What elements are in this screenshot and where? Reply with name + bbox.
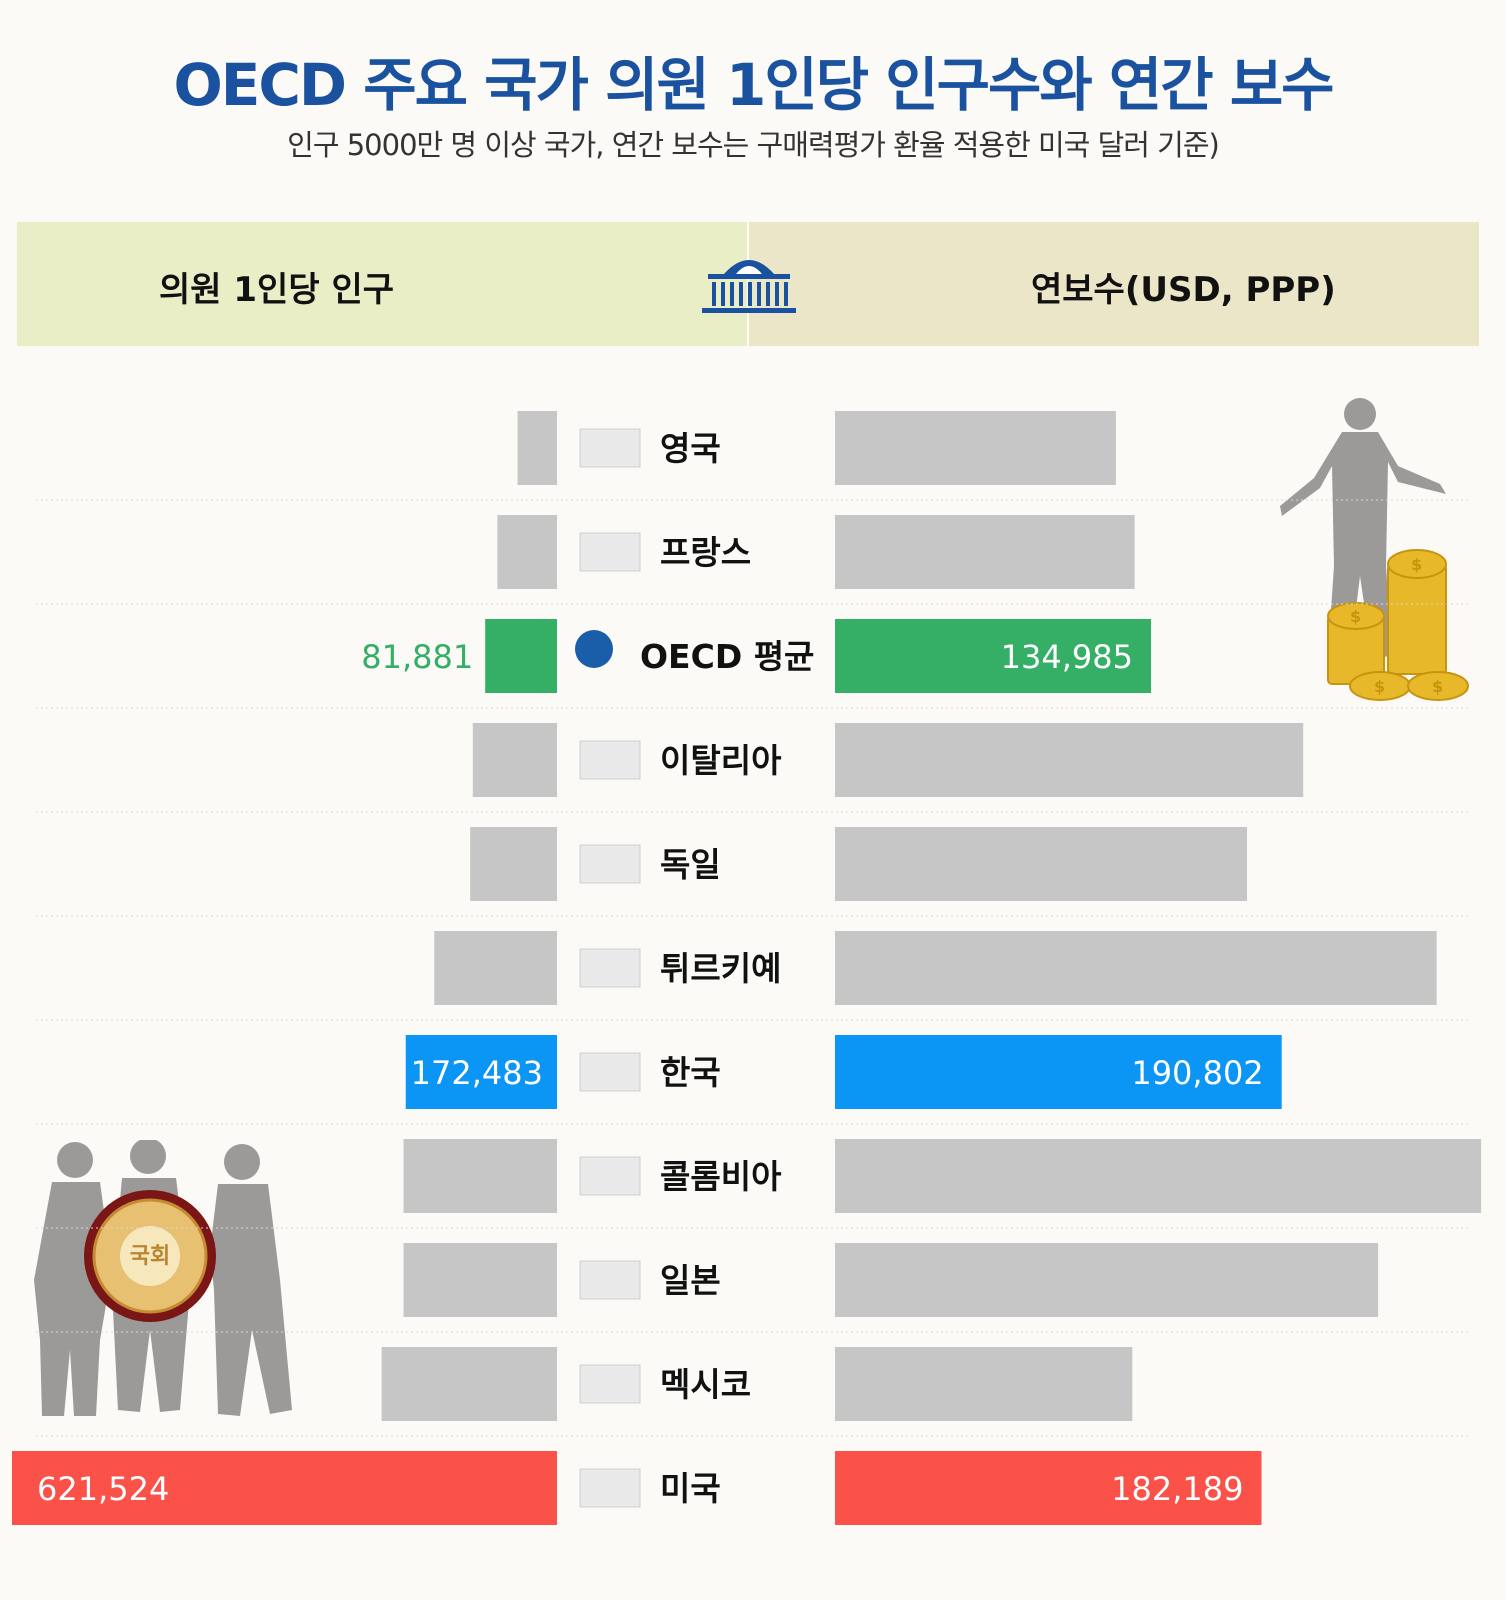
left-bar <box>403 1243 557 1317</box>
svg-text:$: $ <box>1350 607 1361 626</box>
left-value-label: 172,483 <box>411 1054 543 1092</box>
left-column-label: 의원 1인당 인구 <box>159 270 395 310</box>
right-bar <box>835 1451 1262 1525</box>
country-flag-icon <box>579 428 641 468</box>
businessman-silhouette-icon: $ $ $ $ <box>1280 398 1469 701</box>
right-bar <box>835 723 1304 797</box>
right-column-header: 연보수(USD, PPP) <box>749 222 1479 346</box>
right-bar <box>835 1243 1379 1317</box>
country-flag-icon <box>579 1052 641 1092</box>
left-bar <box>517 411 557 485</box>
category-label: 튀르키예 <box>660 949 781 988</box>
category-label: OECD 평균 <box>640 637 814 676</box>
right-bar <box>835 1139 1482 1213</box>
left-bar <box>470 827 557 901</box>
category-label: 일본 <box>660 1261 721 1300</box>
category-label: 이탈리아 <box>660 741 782 780</box>
right-bar <box>835 411 1116 485</box>
country-flag-icon <box>579 1260 641 1300</box>
svg-text:$: $ <box>1374 677 1385 696</box>
right-bar <box>835 1347 1133 1421</box>
assembly-building-icon <box>702 260 796 313</box>
left-bar <box>434 931 557 1005</box>
svg-text:$: $ <box>1411 555 1422 574</box>
left-bar <box>12 1451 557 1525</box>
category-label: 미국 <box>660 1469 721 1508</box>
chart-subtitle: 인구 5000만 명 이상 국가, 연간 보수는 구매력평가 환율 적용한 미국… <box>287 128 1220 162</box>
svg-text:$: $ <box>1432 677 1443 696</box>
national-assembly-seal-text: 국회 <box>129 1244 171 1269</box>
right-column-label: 연보수(USD, PPP) <box>1031 270 1336 310</box>
right-value-label: 182,189 <box>1111 1470 1243 1508</box>
left-bar <box>405 1035 557 1109</box>
right-bar <box>835 1035 1282 1109</box>
left-bar <box>403 1139 557 1213</box>
category-label: 영국 <box>660 429 721 468</box>
left-value-label: 81,881 <box>361 638 473 676</box>
country-flag-icon <box>579 740 641 780</box>
category-label: 프랑스 <box>660 533 751 572</box>
chart-title: OECD 주요 국가 의원 1인당 인구수와 연간 보수 <box>173 51 1334 119</box>
country-flag-icon <box>579 532 641 572</box>
country-flag-icon <box>579 948 641 988</box>
country-flag-icon <box>579 844 641 884</box>
left-bar <box>472 723 557 797</box>
right-bar <box>835 931 1437 1005</box>
left-bar <box>485 619 557 693</box>
left-column-header: 의원 1인당 인구 <box>17 222 747 346</box>
country-flag-icon <box>579 1468 641 1508</box>
right-value-label: 190,802 <box>1131 1054 1263 1092</box>
category-label: 콜롬비아 <box>660 1157 782 1196</box>
oecd-logo-icon <box>575 630 613 668</box>
right-bar <box>835 515 1135 589</box>
left-bar <box>497 515 557 589</box>
right-bar <box>835 619 1151 693</box>
category-label: 멕시코 <box>660 1365 751 1404</box>
country-flag-icon <box>579 1156 641 1196</box>
category-label: 독일 <box>660 845 721 884</box>
country-flag-icon <box>579 1364 641 1404</box>
lawmakers-silhouette-icon <box>34 1140 292 1416</box>
right-value-label: 134,985 <box>1001 638 1133 676</box>
left-value-label: 621,524 <box>37 1470 169 1508</box>
right-bar <box>835 827 1248 901</box>
left-bar <box>381 1347 557 1421</box>
category-label: 한국 <box>660 1053 721 1092</box>
